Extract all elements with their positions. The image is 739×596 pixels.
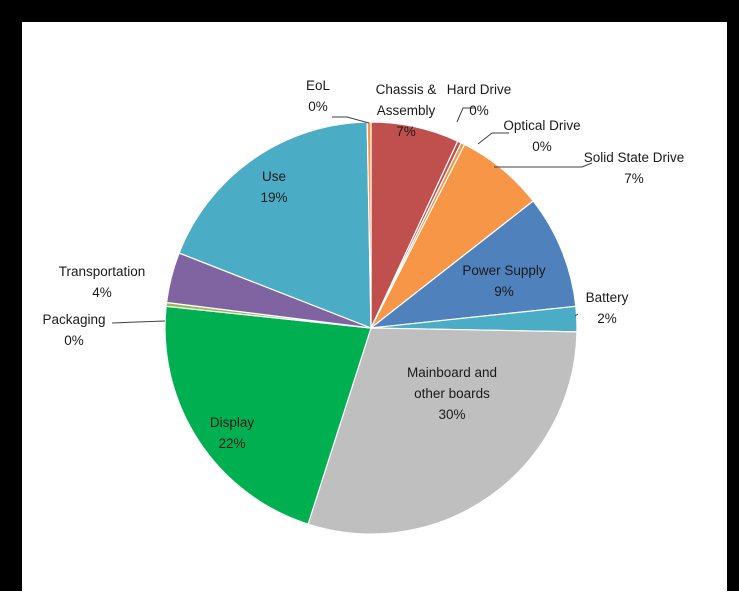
slice-percent-label: 2% [597, 311, 617, 326]
pie-slice [178, 121, 372, 329]
pie-slice [164, 305, 372, 525]
slice-name-label: Use [262, 169, 286, 184]
leader-line [111, 320, 166, 324]
slice-percent-label: 0% [532, 139, 552, 154]
slice-name-label: Mainboard and [407, 365, 497, 380]
slice-percent-label: 22% [218, 436, 245, 451]
leader-lines [111, 107, 593, 324]
slice-name-label: Display [210, 415, 255, 430]
slice-percent-label: 7% [396, 124, 416, 139]
slice-name-label: Packaging [42, 312, 105, 327]
slice-percent-label: 30% [438, 407, 465, 422]
slice-labels: Chassis & Assembly 7% Hard Drive 0% Optical D… [42, 78, 684, 451]
slice-name-label: Chassis & [376, 82, 437, 97]
slice-percent-label: 0% [308, 99, 328, 114]
slice-name-label: other boards [414, 386, 490, 401]
slice-percent-label: 0% [64, 333, 84, 348]
slice-name-label: Battery [586, 290, 629, 305]
chart-plot-area: Chassis & Assembly 7% Hard Drive 0% Optical D… [22, 22, 727, 596]
slice-name-label: Transportation [59, 264, 146, 279]
slice-name-label: EoL [306, 78, 331, 93]
slice-name-label: Power Supply [462, 263, 546, 278]
slice-percent-label: 0% [469, 103, 489, 118]
slice-percent-label: 19% [260, 190, 287, 205]
pie-slice [368, 200, 577, 329]
slice-name-label: Hard Drive [447, 82, 512, 97]
leader-line [494, 162, 593, 168]
slice-percent-label: 7% [624, 171, 644, 186]
slice-name-label: Optical Drive [503, 118, 580, 133]
slice-name-label: Assembly [377, 103, 436, 118]
slice-percent-label: 4% [92, 285, 112, 300]
pie-slice [307, 327, 578, 535]
slice-percent-label: 9% [494, 284, 514, 299]
leader-line [456, 107, 475, 123]
pie-chart: Chassis & Assembly 7% Hard Drive 0% Optical D… [42, 78, 684, 535]
leader-line [332, 116, 370, 124]
leader-line [574, 313, 579, 317]
slice-name-label: Solid State Drive [584, 150, 685, 165]
leader-line [477, 132, 509, 145]
pie-slices [164, 121, 578, 535]
